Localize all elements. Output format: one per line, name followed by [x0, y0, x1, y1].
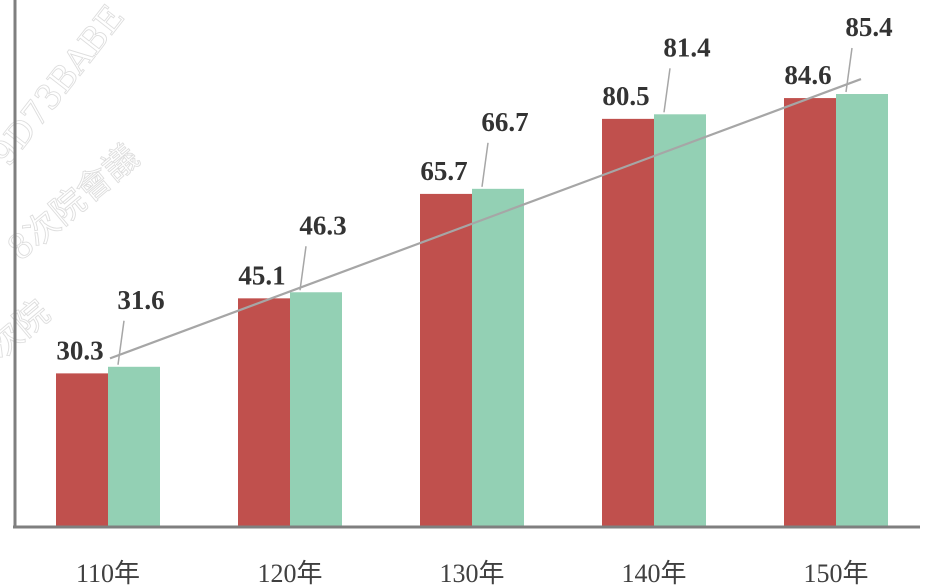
- leader-lines-layer: [117, 47, 853, 365]
- bar-110年-series-1: [56, 373, 108, 527]
- data-label-140年-series-1: 80.5: [602, 81, 649, 111]
- bar-130年-series-1: [420, 193, 472, 527]
- bar-110年-series-2: [108, 366, 160, 527]
- data-label-140年-series-2: 81.4: [663, 32, 710, 62]
- leader-line-110年: [117, 320, 125, 365]
- bar-120年-series-2: [290, 292, 342, 527]
- data-label-120年-series-2: 46.3: [299, 210, 346, 240]
- data-label-110年-series-2: 31.6: [117, 285, 164, 315]
- bar-130年-series-2: [472, 188, 524, 527]
- x-tick-label-130年: 130年: [439, 559, 504, 586]
- x-tick-label-140年: 140年: [621, 559, 686, 586]
- trendline-layer: [109, 78, 862, 360]
- trendline: [109, 78, 862, 360]
- bar-140年-series-2: [654, 114, 706, 527]
- bar-150年-series-2: [836, 94, 888, 527]
- leader-line-150年: [845, 47, 853, 93]
- data-label-150年-series-1: 84.6: [784, 60, 831, 90]
- data-label-120年-series-1: 45.1: [238, 260, 285, 290]
- x-tick-label-110年: 110年: [76, 559, 140, 586]
- watermark-text-3: 次院: [0, 293, 58, 367]
- axes-layer: [13, 0, 920, 529]
- x-tick-label-120年: 120年: [257, 559, 322, 586]
- leader-line-140年: [663, 68, 671, 113]
- bar-120年-series-1: [238, 298, 290, 527]
- x-tick-label-150年: 150年: [803, 559, 868, 586]
- data-label-110年-series-1: 30.3: [56, 335, 103, 365]
- data-label-130年-series-2: 66.7: [481, 107, 528, 137]
- leader-line-130年: [481, 142, 489, 187]
- leader-line-120年: [299, 246, 307, 291]
- bars-layer: [56, 94, 888, 528]
- bar-150年-series-1: [784, 98, 836, 527]
- x-tick-labels: 110年 120年 130年 140年 150年: [76, 559, 869, 586]
- data-label-150年-series-2: 85.4: [845, 12, 892, 42]
- data-label-130年-series-1: 65.7: [420, 156, 467, 186]
- bar-140年-series-1: [602, 118, 654, 528]
- data-labels-layer: 30.3 31.6 45.1 46.3 65.7 66.7 80.5 81.4 84.6 85.4: [56, 12, 892, 365]
